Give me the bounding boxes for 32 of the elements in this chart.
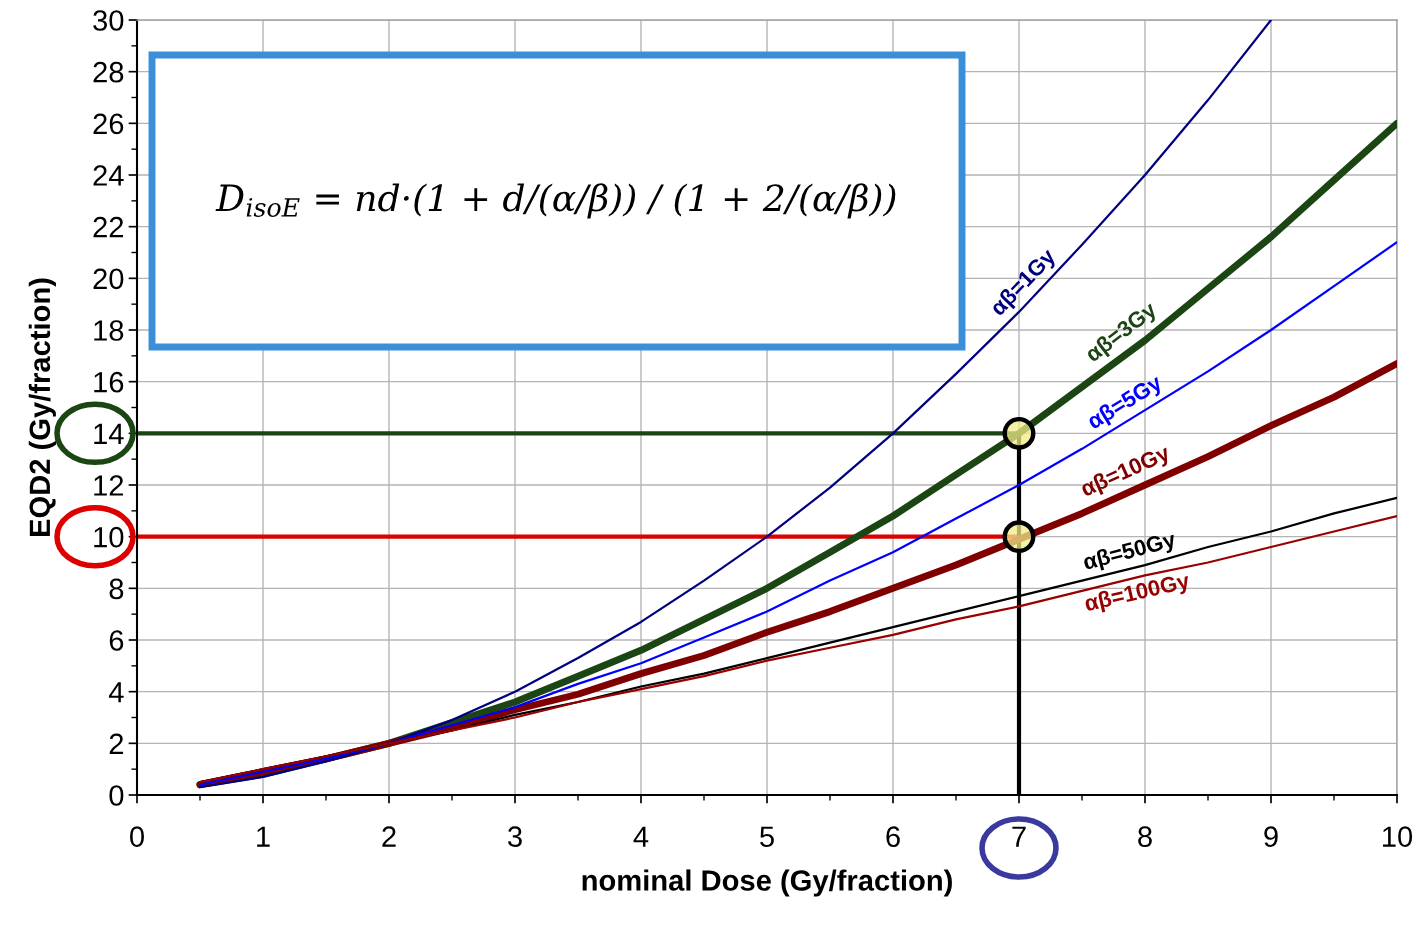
x-tick-label: 5 [760, 826, 774, 847]
y-tick-label: 16 [94, 371, 124, 393]
y-tick-label: 20 [93, 268, 124, 290]
y-tick-label: 4 [108, 682, 124, 703]
x-tick-label: 1 [257, 826, 270, 847]
y-tick-label: 18 [94, 320, 124, 341]
y-tick-label: 30 [93, 10, 124, 31]
y-tick-label: 8 [109, 578, 124, 600]
x-tick-label: 8 [1138, 826, 1152, 847]
y-tick-label: 2 [109, 733, 124, 754]
y-tick-label: 14 [94, 423, 124, 444]
x-tick-label: 3 [508, 826, 522, 847]
x-tick-label: 2 [382, 826, 396, 847]
y-tick-label: 0 [109, 785, 124, 806]
y-tick-label: 24 [93, 165, 124, 186]
x-tick-label: 9 [1264, 826, 1278, 847]
x-tick-label: 10 [1383, 826, 1413, 847]
x-tick-label: 7 [1012, 826, 1026, 847]
x-tick-label: 6 [886, 826, 900, 847]
y-axis-title: EQD2 (Gy/fraction) [28, 278, 56, 536]
y-tick-label: 26 [93, 113, 124, 135]
annotation: D$_{isoE}$ = nd·(1 + d/(α/β)) / (1 + 2/(α/β)) [215, 183, 896, 219]
line-series [198, 20, 1273, 789]
x-tick-label: 0 [130, 826, 144, 847]
y-tick-label: 28 [93, 61, 124, 83]
line-series [198, 241, 1397, 786]
y-tick-label: 12 [94, 475, 124, 496]
y-tick-label: 22 [93, 216, 124, 238]
y-tick-label: 10 [94, 526, 124, 548]
y-tick-label: 6 [109, 630, 124, 651]
x-tick-label: 4 [633, 826, 649, 847]
x-axis-title: nominal Dose (Gy/fraction) [582, 869, 952, 897]
